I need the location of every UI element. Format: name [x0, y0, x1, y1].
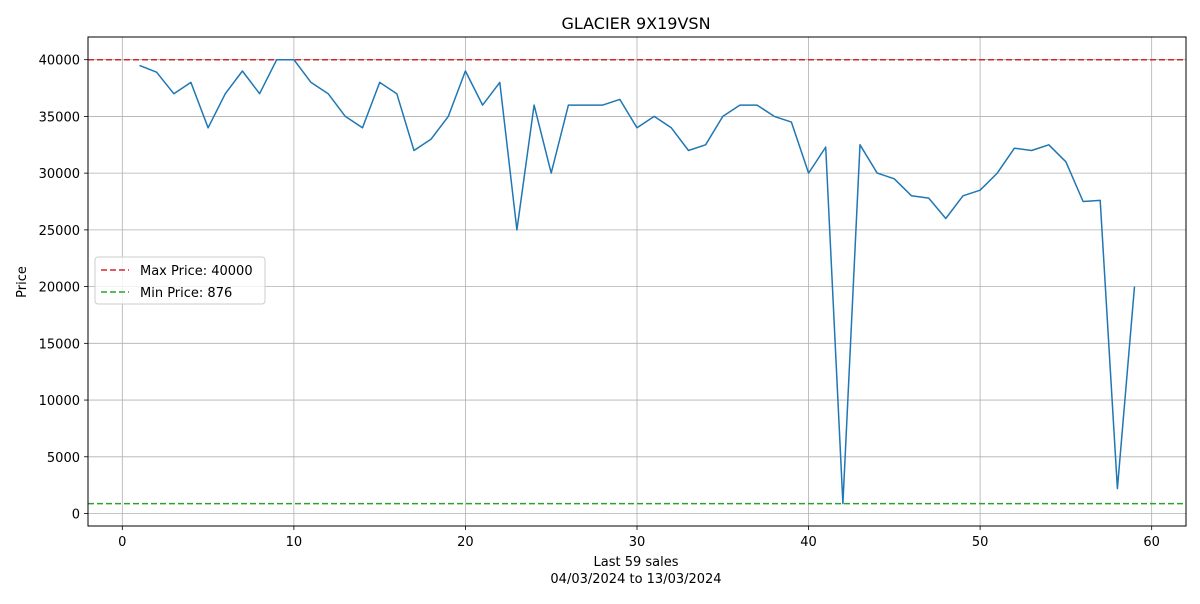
y-axis-label: Price	[15, 266, 30, 298]
y-tick-label: 10000	[39, 394, 80, 409]
price-series-line	[139, 58, 1136, 505]
x-axis-ticks: 0 10 20 30 40 50 60	[118, 526, 1160, 550]
y-tick-label: 0	[72, 508, 80, 523]
x-tick-label: 60	[1143, 535, 1160, 550]
legend-box	[94, 256, 266, 305]
grid	[88, 37, 1186, 526]
x-axis-sublabel: 04/03/2024 to 13/03/2024	[550, 572, 721, 587]
y-tick-label: 30000	[39, 167, 80, 182]
chart-title: GLACIER 9X19VSN	[561, 14, 710, 33]
y-tick-label: 5000	[47, 451, 80, 466]
series-layer	[139, 58, 1136, 505]
x-tick-label: 10	[286, 535, 303, 550]
y-axis-ticks: 0 5000 10000 15000 20000 25000 30000 35000 40000	[39, 54, 88, 523]
x-tick-label: 20	[457, 535, 474, 550]
y-tick-label: 40000	[39, 54, 80, 69]
y-tick-label: 20000	[39, 281, 80, 296]
y-tick-label: 25000	[39, 224, 80, 239]
x-tick-label: 0	[118, 535, 126, 550]
y-tick-label: 15000	[39, 337, 80, 352]
y-tick-label: 35000	[39, 110, 80, 125]
legend-label-min: Min Price: 876	[140, 286, 232, 301]
x-tick-label: 50	[972, 535, 989, 550]
x-tick-label: 30	[629, 535, 646, 550]
x-tick-label: 40	[800, 535, 817, 550]
legend-label-max: Max Price: 40000	[140, 264, 253, 279]
reference-lines	[88, 58, 1186, 505]
legend: Max Price: 40000 Min Price: 876	[94, 256, 266, 305]
x-axis-label: Last 59 sales	[593, 555, 678, 570]
